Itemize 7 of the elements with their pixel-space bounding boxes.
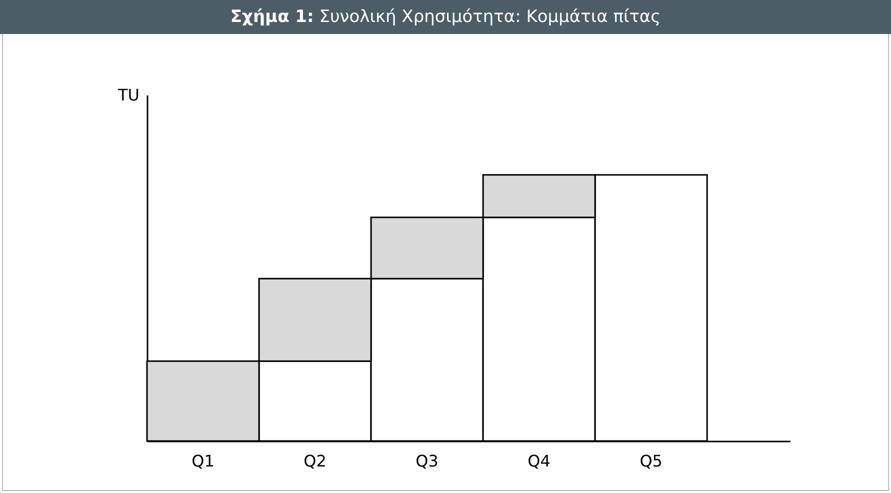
x-tick-label: Q4 <box>528 452 550 470</box>
x-tick-label: Q1 <box>192 452 214 470</box>
x-tick-label: Q2 <box>304 452 326 470</box>
chart-title: Σχήμα 1: Συνολική Χρησιμότητα: Κομμάτια πίτας <box>0 0 891 34</box>
y-axis-title: TU <box>117 86 140 104</box>
x-tick-label: Q3 <box>416 452 438 470</box>
x-tick-label: Q5 <box>640 452 662 470</box>
